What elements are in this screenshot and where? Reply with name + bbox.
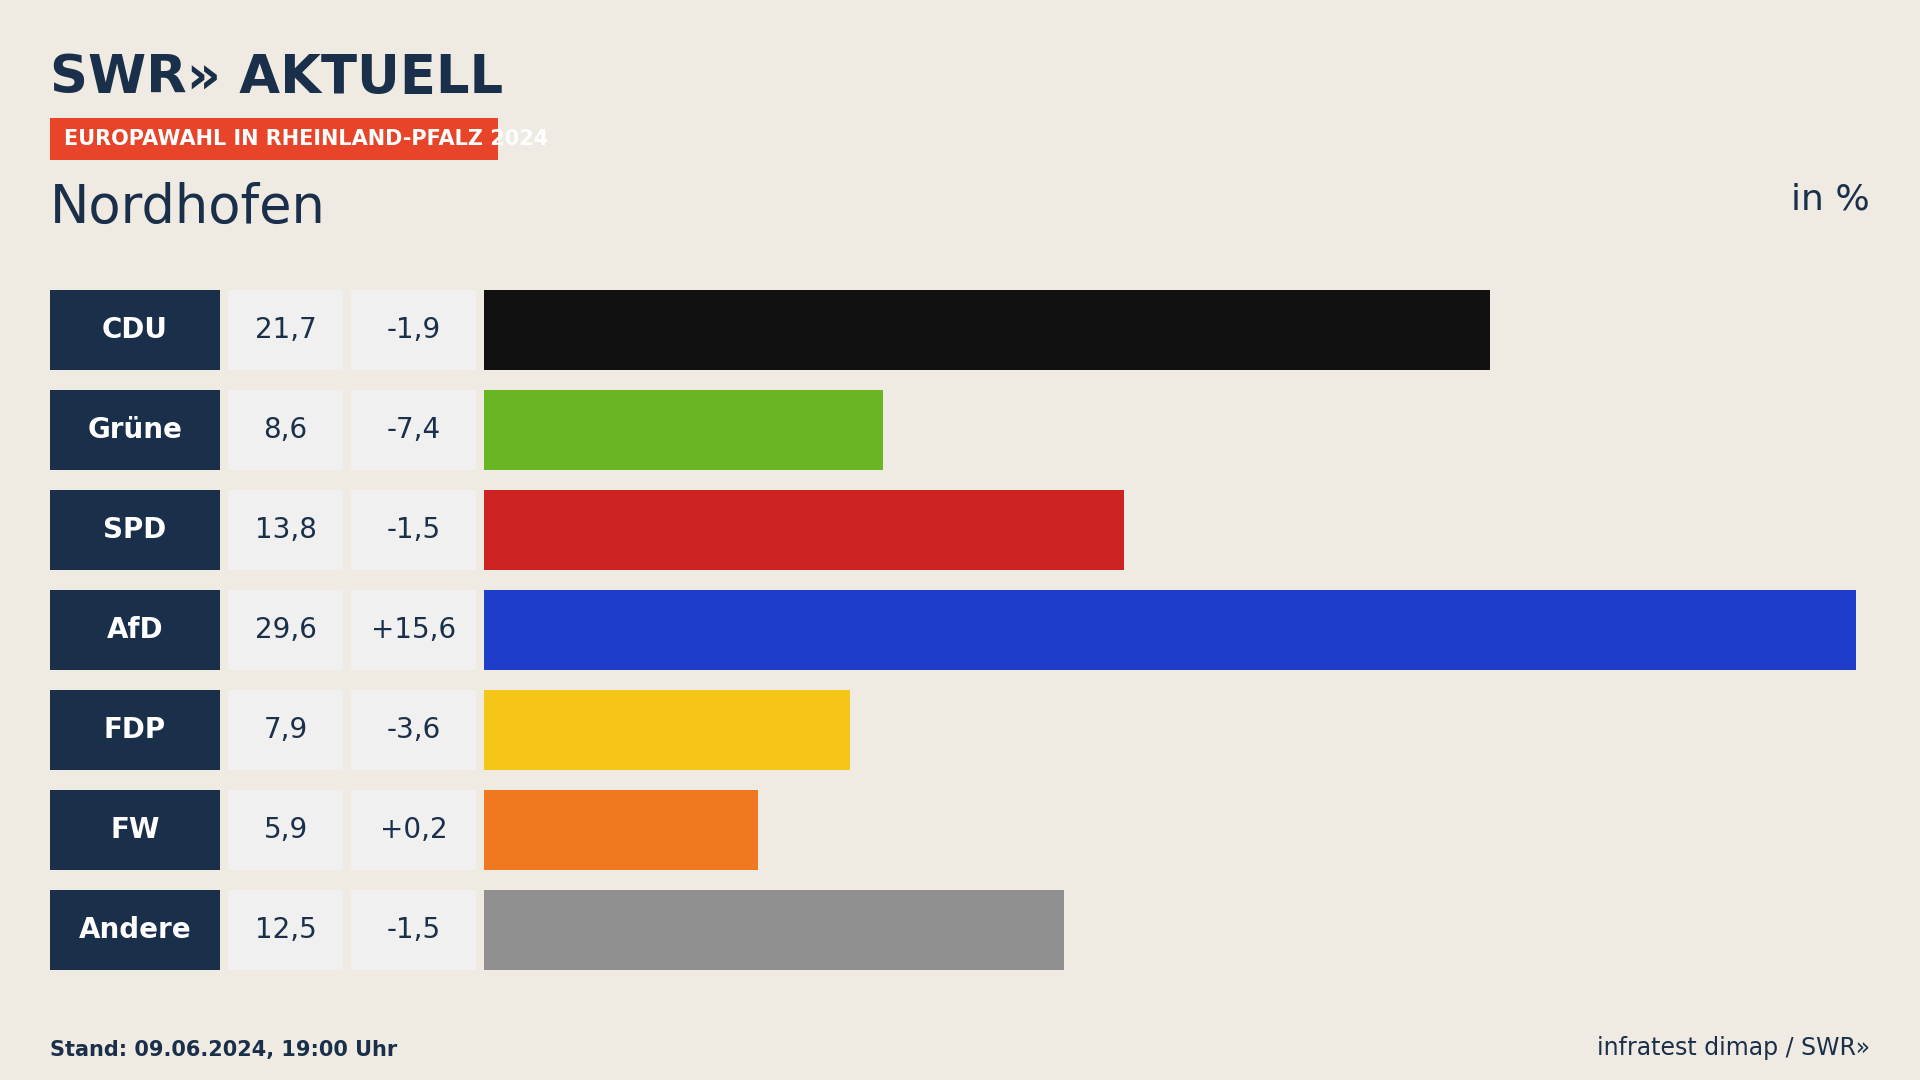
Text: +0,2: +0,2 — [380, 816, 447, 843]
Text: Andere: Andere — [79, 916, 192, 944]
Bar — [484, 789, 758, 870]
Bar — [351, 690, 476, 770]
Text: SPD: SPD — [104, 516, 167, 544]
Text: 21,7: 21,7 — [255, 316, 317, 345]
Text: -1,5: -1,5 — [386, 516, 440, 544]
Bar — [351, 789, 476, 870]
Bar — [228, 390, 344, 470]
Text: 13,8: 13,8 — [255, 516, 317, 544]
Text: 8,6: 8,6 — [263, 416, 307, 444]
Bar — [351, 890, 476, 970]
Text: CDU: CDU — [102, 316, 167, 345]
Bar — [228, 590, 344, 670]
Text: Nordhofen: Nordhofen — [50, 183, 326, 234]
Bar — [484, 291, 1490, 370]
Text: +15,6: +15,6 — [371, 616, 457, 644]
Bar — [228, 690, 344, 770]
Text: in %: in % — [1791, 183, 1870, 216]
Bar — [50, 590, 221, 670]
Text: -7,4: -7,4 — [386, 416, 440, 444]
Bar — [351, 490, 476, 570]
Text: -1,5: -1,5 — [386, 916, 440, 944]
Text: FW: FW — [109, 816, 159, 843]
Bar — [50, 789, 221, 870]
Text: -3,6: -3,6 — [386, 716, 440, 744]
Bar — [50, 490, 221, 570]
Bar — [351, 590, 476, 670]
Bar — [50, 890, 221, 970]
Bar — [50, 390, 221, 470]
Bar — [484, 690, 851, 770]
Bar — [50, 291, 221, 370]
Text: infratest dimap / SWR»: infratest dimap / SWR» — [1597, 1036, 1870, 1059]
Bar — [351, 390, 476, 470]
Bar — [484, 890, 1064, 970]
Bar — [351, 291, 476, 370]
Bar — [484, 390, 883, 470]
Bar — [50, 690, 221, 770]
Bar — [228, 789, 344, 870]
Text: 7,9: 7,9 — [263, 716, 307, 744]
Text: SWR» AKTUELL: SWR» AKTUELL — [50, 52, 503, 104]
Text: Stand: 09.06.2024, 19:00 Uhr: Stand: 09.06.2024, 19:00 Uhr — [50, 1040, 397, 1059]
Text: FDP: FDP — [104, 716, 165, 744]
Bar — [228, 490, 344, 570]
Text: 12,5: 12,5 — [255, 916, 317, 944]
Text: AfD: AfD — [108, 616, 163, 644]
Bar — [228, 890, 344, 970]
Bar — [50, 118, 497, 160]
Bar — [484, 490, 1123, 570]
Text: 5,9: 5,9 — [263, 816, 307, 843]
Text: EUROPAWAHL IN RHEINLAND-PFALZ 2024: EUROPAWAHL IN RHEINLAND-PFALZ 2024 — [63, 129, 549, 149]
Bar — [228, 291, 344, 370]
Bar — [484, 590, 1857, 670]
Text: -1,9: -1,9 — [386, 316, 440, 345]
Text: 29,6: 29,6 — [255, 616, 317, 644]
Text: Grüne: Grüne — [88, 416, 182, 444]
